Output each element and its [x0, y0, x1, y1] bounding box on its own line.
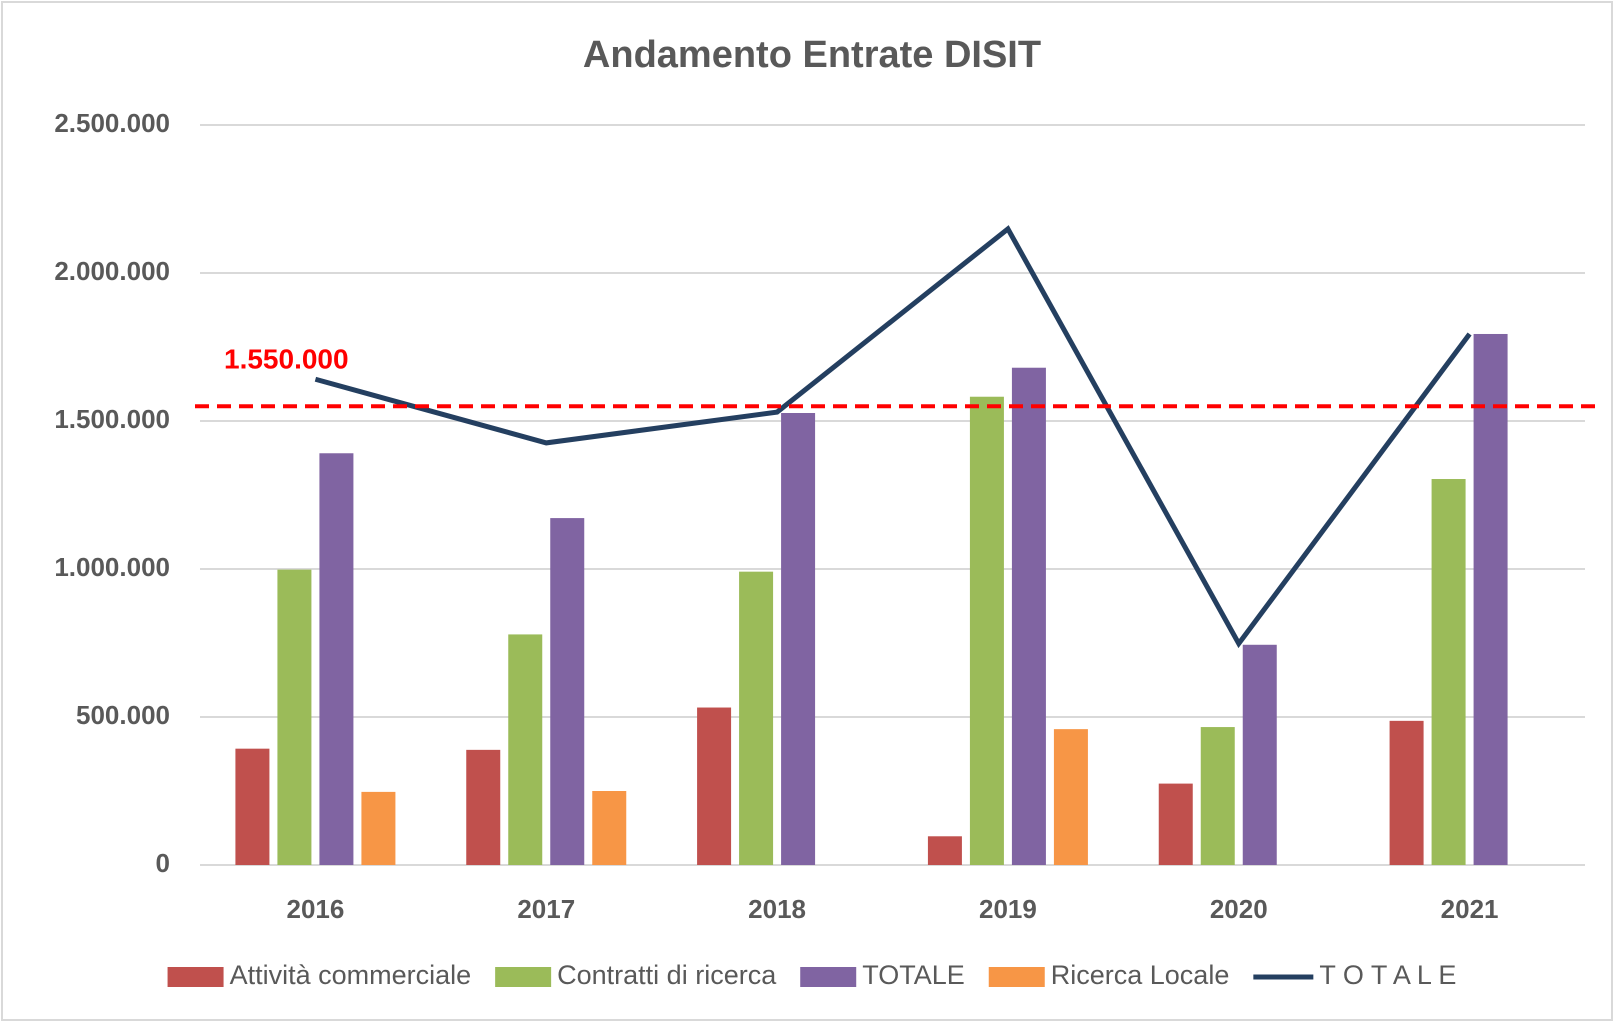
- bar: [1011, 367, 1046, 865]
- bar: [361, 791, 396, 865]
- legend-swatch: [988, 967, 1045, 987]
- legend-swatch: [800, 967, 857, 987]
- chart-title: Andamento Entrate DISIT: [583, 34, 1041, 76]
- x-tick-label: 2019: [979, 894, 1037, 924]
- x-tick-label: 2021: [1441, 894, 1499, 924]
- line: [314, 225, 1472, 649]
- legend-label: TOTALE: [862, 960, 965, 990]
- y-tick-label: 500.000: [76, 700, 170, 730]
- x-tick-label: 2016: [286, 894, 344, 924]
- y-tick-label: 1.500.000: [54, 404, 170, 434]
- y-tick-label: 0: [156, 848, 170, 878]
- bar: [319, 453, 354, 865]
- bar: [1200, 727, 1235, 865]
- reference-label: 1.550.000: [224, 344, 349, 375]
- legend-label: T O T A L E: [1319, 960, 1456, 990]
- bar: [1158, 783, 1193, 865]
- bar: [508, 634, 543, 865]
- x-tick-label: 2017: [517, 894, 575, 924]
- x-tick-label: 2018: [748, 894, 806, 924]
- bar: [1053, 729, 1088, 865]
- bar: [592, 791, 627, 865]
- bar: [781, 413, 816, 865]
- y-tick-label: 2.500.000: [54, 108, 170, 138]
- bar: [969, 396, 1004, 865]
- y-tick-label: 2.000.000: [54, 256, 170, 286]
- legend-swatch: [495, 967, 552, 987]
- bar: [1389, 720, 1424, 865]
- bar: [235, 748, 270, 865]
- bar: [550, 518, 585, 865]
- y-tick-label: 1.000.000: [54, 552, 170, 582]
- legend-label: Ricerca Locale: [1051, 960, 1230, 990]
- legend-label: Attività commerciale: [230, 960, 472, 990]
- legend-swatch: [167, 967, 224, 987]
- bar: [739, 571, 774, 865]
- bar: [1431, 479, 1466, 865]
- bar: [927, 836, 962, 865]
- x-tick-label: 2020: [1210, 894, 1268, 924]
- bar: [1242, 644, 1277, 865]
- bar: [1473, 333, 1508, 865]
- legend-label: Contratti di ricerca: [557, 960, 777, 990]
- bar: [697, 707, 732, 865]
- bar: [277, 569, 312, 865]
- bar: [466, 749, 501, 865]
